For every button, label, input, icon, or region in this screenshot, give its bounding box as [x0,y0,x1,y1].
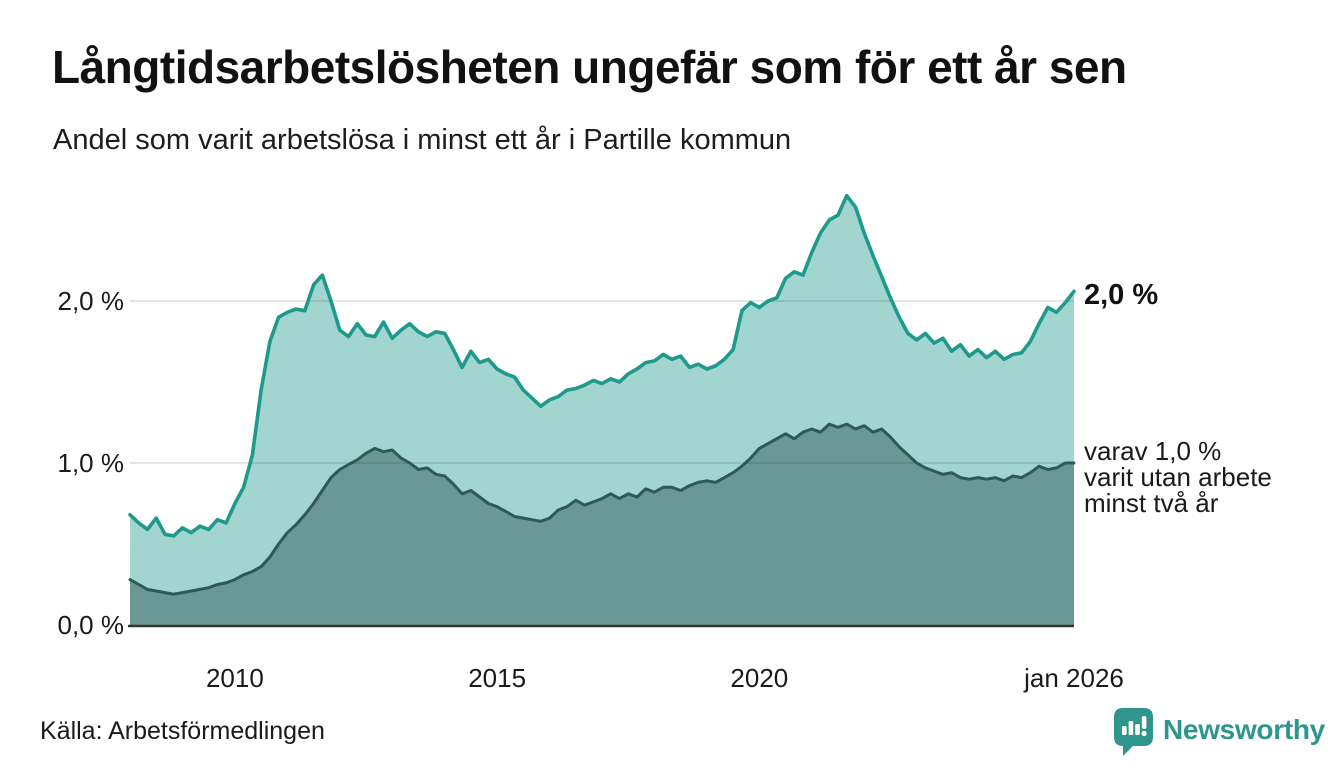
area-total [130,195,1074,625]
line-total [128,193,1076,538]
end-value-label-two-years: varav 1,0 % varit utan arbete minst två … [1084,436,1272,518]
page-subtitle: Andel som varit arbetslösa i minst ett å… [53,124,792,156]
x-axis-label: 2015 [468,663,527,693]
x-axis-label: 2020 [730,663,789,693]
y-axis-label: 1,0 % [57,448,125,478]
end-value-label-total: 2,0 % [1084,279,1159,311]
newsworthy-logo[interactable]: Newsworthy [1113,708,1325,758]
y-axis-label: 0,0 % [57,610,125,640]
line-two-years [128,422,1076,596]
x-axis-label: jan 2026 [1024,663,1124,693]
source-note: Källa: Arbetsförmedlingen [40,717,325,745]
page-title: Långtidsarbetslösheten ungefär som för e… [52,41,1127,93]
x-axis-label: 2010 [205,663,264,693]
newsworthy-logo-text: Newsworthy [1163,714,1325,745]
area-two-years [130,424,1074,625]
newsworthy-bubble-icon [1114,708,1153,756]
y-axis-label: 2,0 % [57,286,125,316]
